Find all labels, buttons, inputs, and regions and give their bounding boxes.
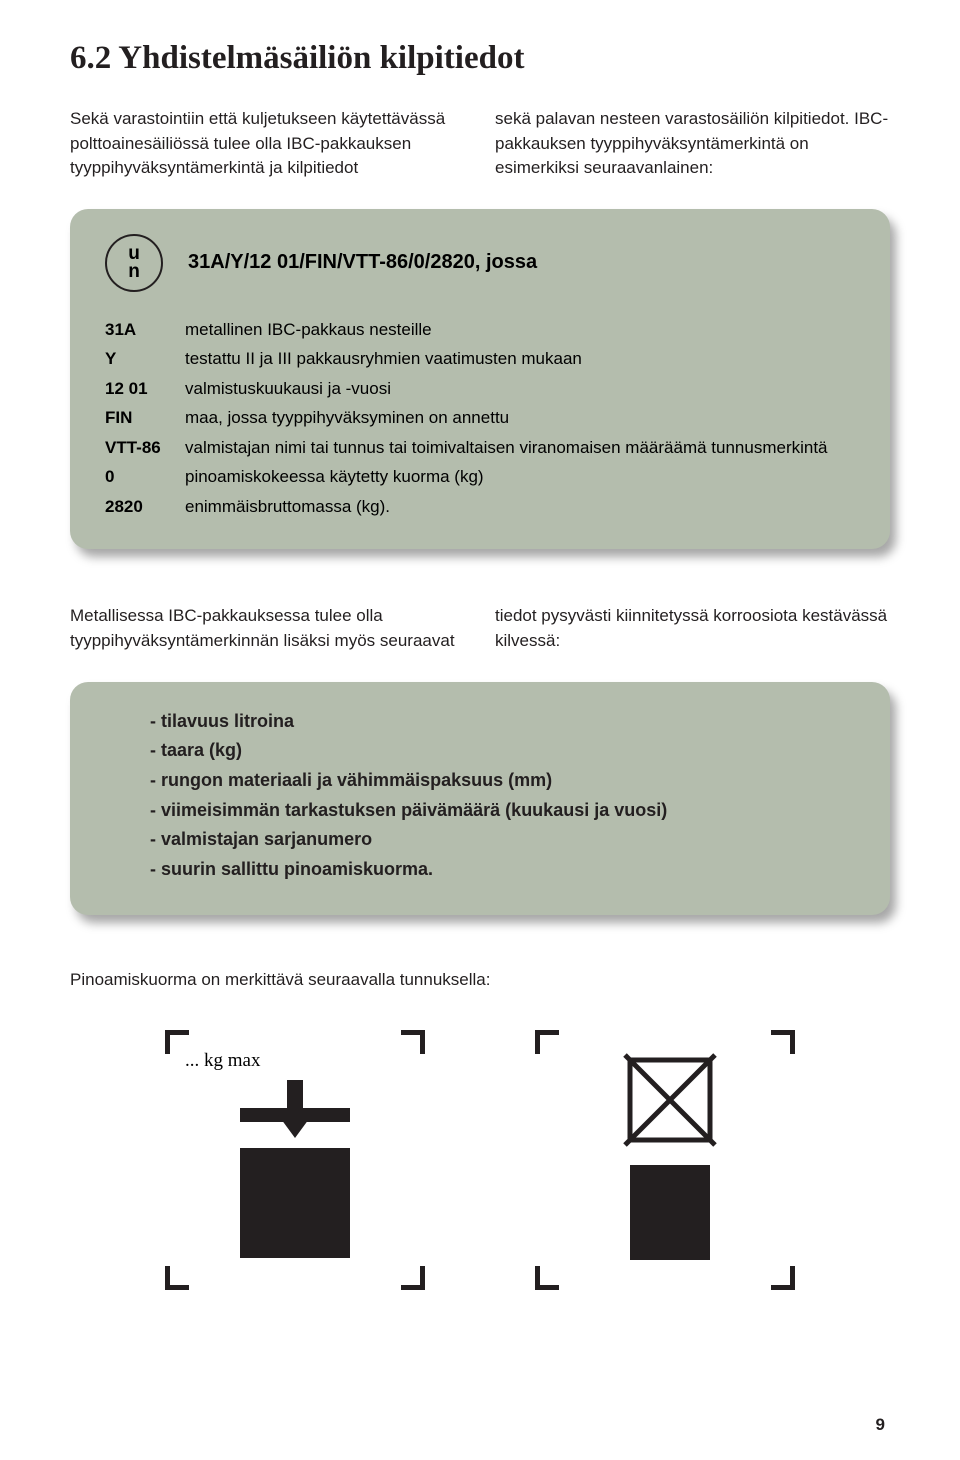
ct-v-2: valmistuskuukausi ja -vuosi	[185, 376, 855, 402]
bullet-5: - suurin sallittu pinoamiskuorma.	[150, 855, 855, 885]
stacking-allowed-symbol: ... kg max	[165, 1030, 425, 1290]
bullet-0: - tilavuus litroina	[150, 707, 855, 737]
ct-k-3: FIN	[105, 405, 185, 431]
ct-v-4: valmistajan nimi tai tunnus tai toimival…	[185, 435, 855, 461]
stacking-not-allowed-symbol	[535, 1030, 795, 1290]
para2-right: tiedot pysyvästi kiinnitetyssä korroosio…	[495, 604, 890, 653]
corner-icon	[771, 1030, 795, 1054]
ct-k-0: 31A	[105, 317, 185, 343]
page-number: 9	[876, 1415, 885, 1435]
bullet-4: - valmistajan sarjanumero	[150, 825, 855, 855]
list-box: - tilavuus litroina - taara (kg) - rungo…	[70, 682, 890, 915]
code-line: 31A/Y/12 01/FIN/VTT-86/0/2820, jossa	[188, 251, 537, 274]
un-row: u n 31A/Y/12 01/FIN/VTT-86/0/2820, jossa	[105, 234, 855, 292]
corner-icon	[771, 1266, 795, 1290]
bullet-1: - taara (kg)	[150, 736, 855, 766]
para2-columns: Metallisessa IBC-pakkauksessa tulee olla…	[70, 604, 890, 653]
ct-k-4: VTT-86	[105, 435, 185, 461]
un-n: n	[128, 263, 140, 281]
symbols-row: ... kg max	[70, 1030, 890, 1290]
intro-left: Sekä varastointiin että kuljetukseen käy…	[70, 107, 465, 181]
bullet-2: - rungon materiaali ja vähimmäispaksuus …	[150, 766, 855, 796]
bullet-list: - tilavuus litroina - taara (kg) - rungo…	[105, 707, 855, 885]
bullet-3: - viimeisimmän tarkastuksen päivämäärä (…	[150, 796, 855, 826]
ct-k-2: 12 01	[105, 376, 185, 402]
corner-icon	[535, 1030, 559, 1054]
corner-icon	[401, 1030, 425, 1054]
ct-v-5: pinoamiskokeessa käytetty kuorma (kg)	[185, 464, 855, 490]
ct-k-1: Y	[105, 346, 185, 372]
ct-v-3: maa, jossa tyyppihyväksyminen on annettu	[185, 405, 855, 431]
corner-icon	[401, 1266, 425, 1290]
intro-right: sekä palavan nesteen varastosäiliön kilp…	[495, 107, 890, 181]
ct-v-6: enimmäisbruttomassa (kg).	[185, 494, 855, 520]
kg-max-label: ... kg max	[185, 1050, 260, 1072]
code-box: u n 31A/Y/12 01/FIN/VTT-86/0/2820, jossa…	[70, 209, 890, 550]
code-table: 31A metallinen IBC-pakkaus nesteille Y t…	[105, 317, 855, 520]
para2-left: Metallisessa IBC-pakkauksessa tulee olla…	[70, 604, 465, 653]
intro-columns: Sekä varastointiin että kuljetukseen käy…	[70, 107, 890, 181]
footer-line: Pinoamiskuorma on merkittävä seuraavalla…	[70, 970, 890, 990]
ct-k-6: 2820	[105, 494, 185, 520]
section-title: 6.2 Yhdistelmäsäiliön kilpitiedot	[70, 40, 890, 77]
ct-v-0: metallinen IBC-pakkaus nesteille	[185, 317, 855, 343]
ct-v-1: testattu II ja III pakkausryhmien vaatim…	[185, 346, 855, 372]
corner-icon	[165, 1266, 189, 1290]
un-symbol: u n	[105, 234, 163, 292]
corner-icon	[535, 1266, 559, 1290]
stack-not-allowed-svg	[535, 1030, 795, 1290]
ct-k-5: 0	[105, 464, 185, 490]
